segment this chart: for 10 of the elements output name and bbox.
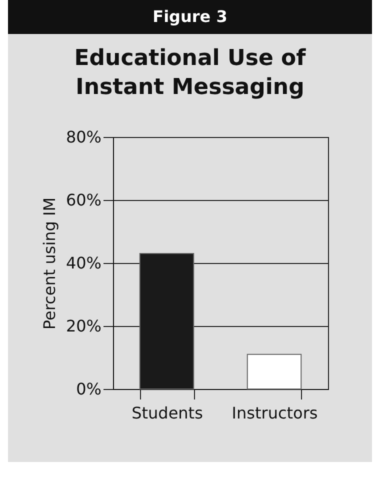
y-tick-label: 20% bbox=[66, 316, 102, 336]
x-tick-label: Instructors bbox=[232, 404, 318, 422]
y-tick-label: 80% bbox=[66, 128, 102, 146]
y-tick-label: 0% bbox=[76, 380, 102, 398]
y-axis-title: Percent using IM bbox=[40, 197, 59, 330]
chart-title: Educational Use of Instant Messaging bbox=[73, 45, 307, 102]
y-tick-label: 60% bbox=[66, 190, 102, 210]
y-tick-label: 40% bbox=[66, 254, 102, 272]
chart-subtitle: Figure 3 bbox=[8, 0, 372, 34]
x-tick-label: Students bbox=[132, 404, 203, 422]
